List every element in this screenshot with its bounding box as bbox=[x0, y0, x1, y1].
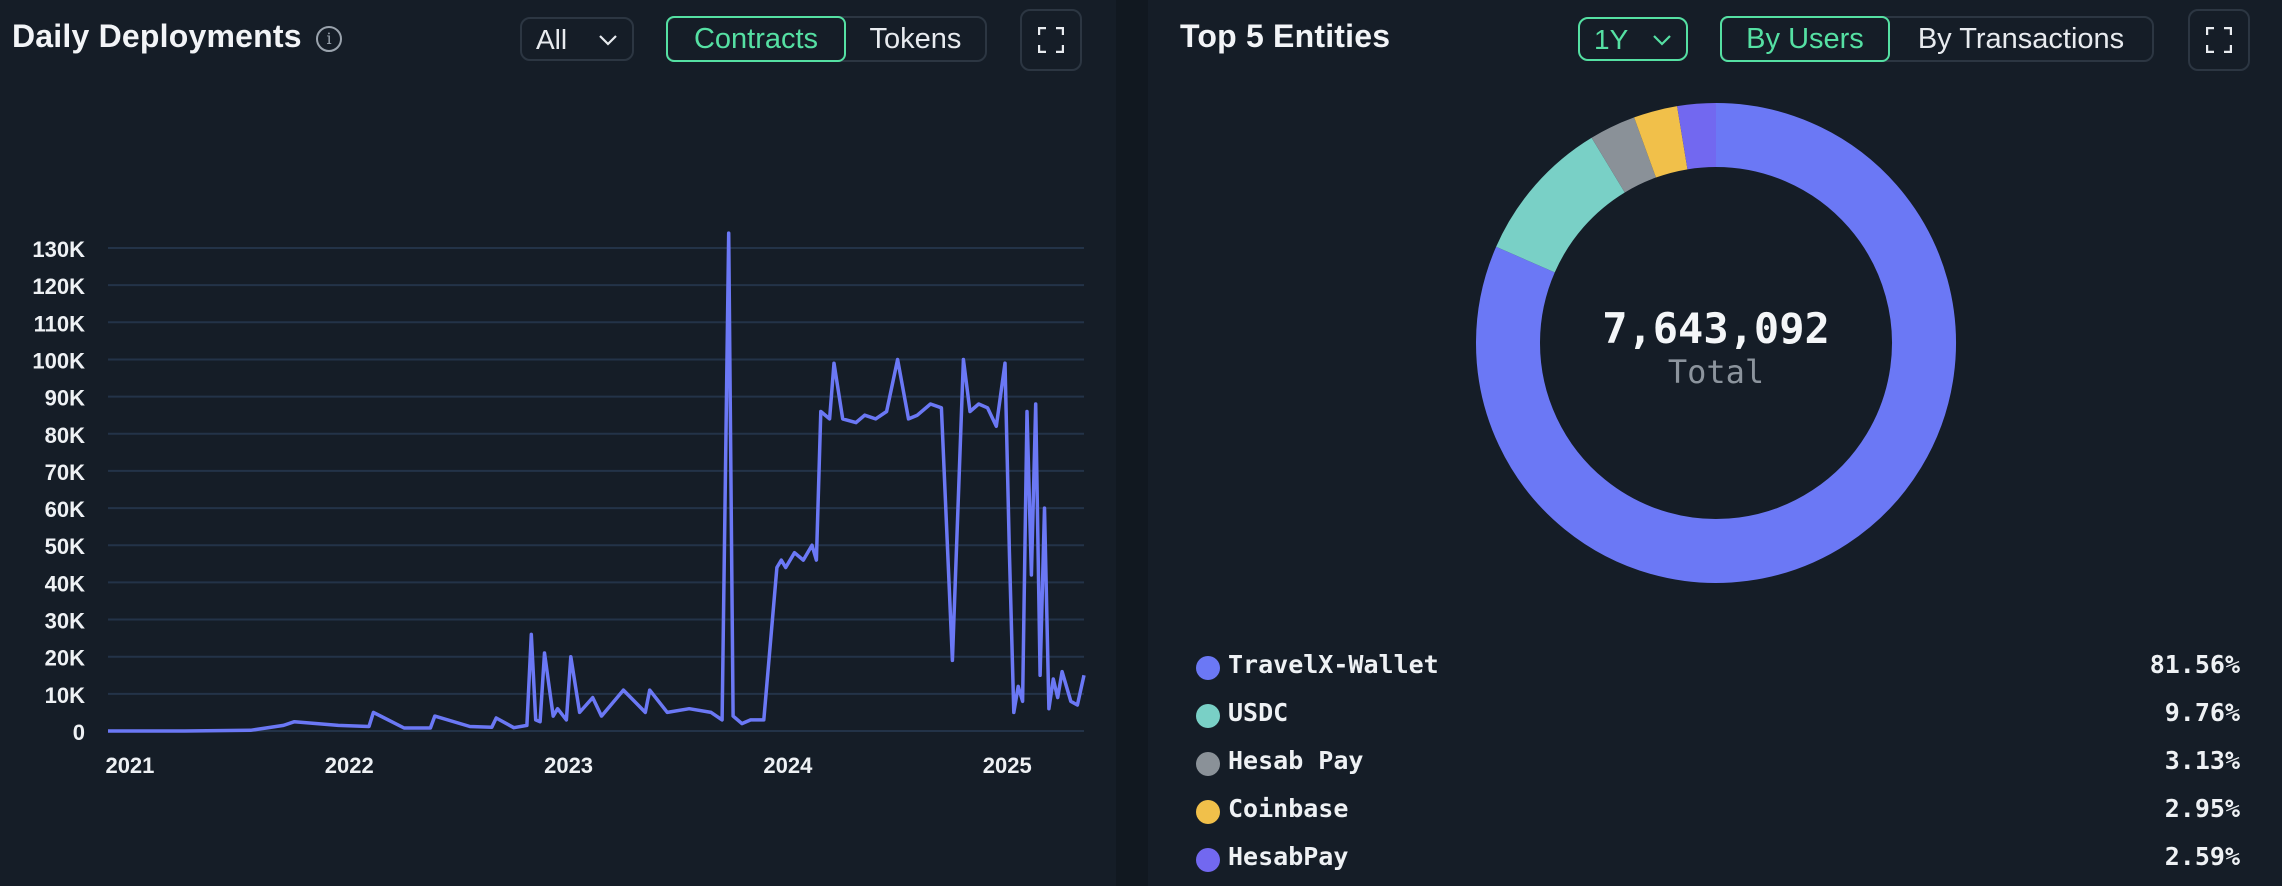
info-icon[interactable]: i bbox=[316, 26, 342, 52]
donut-slice-usdc[interactable] bbox=[1496, 137, 1626, 274]
y-tick-label: 10K bbox=[45, 683, 85, 708]
legend-value: 3.13% bbox=[2164, 746, 2240, 775]
fullscreen-button[interactable] bbox=[1020, 9, 1082, 71]
legend-label: HesabPay bbox=[1228, 842, 1349, 871]
time-range-value: All bbox=[536, 24, 568, 55]
donut-total-value: 7,643,092 bbox=[1602, 304, 1830, 353]
y-tick-label: 120K bbox=[32, 274, 85, 299]
panel-title: Daily Deployments bbox=[12, 18, 302, 54]
y-tick-label: 0 bbox=[73, 720, 85, 745]
legend-item[interactable]: HesabPay 2.59% bbox=[1196, 840, 2240, 880]
tokens-tab[interactable]: Tokens bbox=[869, 23, 962, 55]
legend-item[interactable]: Hesab Pay 3.13% bbox=[1196, 744, 2240, 784]
y-tick-label: 100K bbox=[32, 348, 85, 373]
legend-label: TravelX-Wallet bbox=[1228, 650, 1439, 679]
legend-color-swatch bbox=[1196, 704, 1220, 728]
by-transactions-tab[interactable]: By Transactions bbox=[1917, 23, 2125, 55]
donut-slice-travelx-wallet[interactable] bbox=[1476, 103, 1956, 583]
donut-slice-hesab-pay[interactable] bbox=[1591, 117, 1657, 193]
legend-value: 9.76% bbox=[2164, 698, 2240, 727]
x-tick-label: 2024 bbox=[763, 753, 813, 778]
legend-item[interactable]: Coinbase 2.95% bbox=[1196, 792, 2240, 832]
y-tick-label: 80K bbox=[45, 423, 85, 448]
y-tick-label: 30K bbox=[45, 609, 85, 634]
time-range-select[interactable]: All bbox=[520, 17, 634, 61]
contracts-tab[interactable]: Contracts bbox=[666, 16, 846, 62]
donut-total-label: Total bbox=[1668, 353, 1764, 391]
legend-item[interactable]: USDC 9.76% bbox=[1196, 696, 2240, 736]
entity-metric-toggle[interactable]: By Users By Transactions bbox=[1720, 16, 2154, 62]
contracts-series-line bbox=[108, 231, 1086, 733]
fullscreen-button[interactable] bbox=[2188, 9, 2250, 71]
legend-color-swatch bbox=[1196, 848, 1220, 872]
y-tick-label: 40K bbox=[45, 571, 85, 596]
expand-icon bbox=[2206, 27, 2232, 53]
legend-value: 2.95% bbox=[2164, 794, 2240, 823]
time-range-value: 1Y bbox=[1594, 24, 1629, 55]
top-entities-panel: Top 5 Entities 1Y By Users By Transactio… bbox=[1148, 0, 2282, 886]
legend-value: 2.59% bbox=[2164, 842, 2240, 871]
x-tick-label: 2025 bbox=[983, 753, 1032, 778]
y-tick-label: 20K bbox=[45, 646, 85, 671]
legend-label: USDC bbox=[1228, 698, 1289, 727]
y-tick-label: 110K bbox=[34, 311, 85, 336]
donut-slice-hesabpay[interactable] bbox=[1677, 103, 1717, 170]
by-users-tab[interactable]: By Users bbox=[1720, 16, 1890, 62]
legend-label: Coinbase bbox=[1228, 794, 1349, 823]
deployment-type-toggle[interactable]: Contracts Tokens bbox=[666, 16, 987, 62]
legend-item[interactable]: TravelX-Wallet 81.56% bbox=[1196, 648, 2240, 688]
legend-color-swatch bbox=[1196, 800, 1220, 824]
chevron-down-icon bbox=[599, 35, 617, 46]
y-tick-label: 50K bbox=[45, 534, 85, 559]
legend-label: Hesab Pay bbox=[1228, 746, 1364, 775]
x-tick-label: 2021 bbox=[105, 753, 154, 778]
x-tick-label: 2022 bbox=[325, 753, 374, 778]
panel-title: Top 5 Entities bbox=[1180, 18, 1391, 54]
y-tick-label: 70K bbox=[45, 460, 85, 485]
legend-color-swatch bbox=[1196, 656, 1220, 680]
y-tick-label: 60K bbox=[45, 497, 85, 522]
top-entities-donut-chart: 7,643,092 Total bbox=[1476, 103, 1956, 583]
donut-slice-coinbase[interactable] bbox=[1634, 106, 1689, 178]
daily-deployments-panel: Daily Deployments i All Contracts Tokens… bbox=[0, 0, 1116, 886]
y-tick-label: 130K bbox=[32, 237, 85, 262]
x-tick-label: 2023 bbox=[544, 753, 593, 778]
expand-icon bbox=[1038, 27, 1064, 53]
legend-value: 81.56% bbox=[2149, 650, 2240, 679]
daily-deployments-chart: 0 10K 20K 30K 40K 50K 60K 70K 80K 90K 100K 110K 120K… bbox=[32, 231, 1086, 778]
legend-color-swatch bbox=[1196, 752, 1220, 776]
chevron-down-icon bbox=[1653, 35, 1671, 46]
time-range-select[interactable]: 1Y bbox=[1578, 17, 1688, 61]
y-tick-label: 90K bbox=[45, 386, 85, 411]
